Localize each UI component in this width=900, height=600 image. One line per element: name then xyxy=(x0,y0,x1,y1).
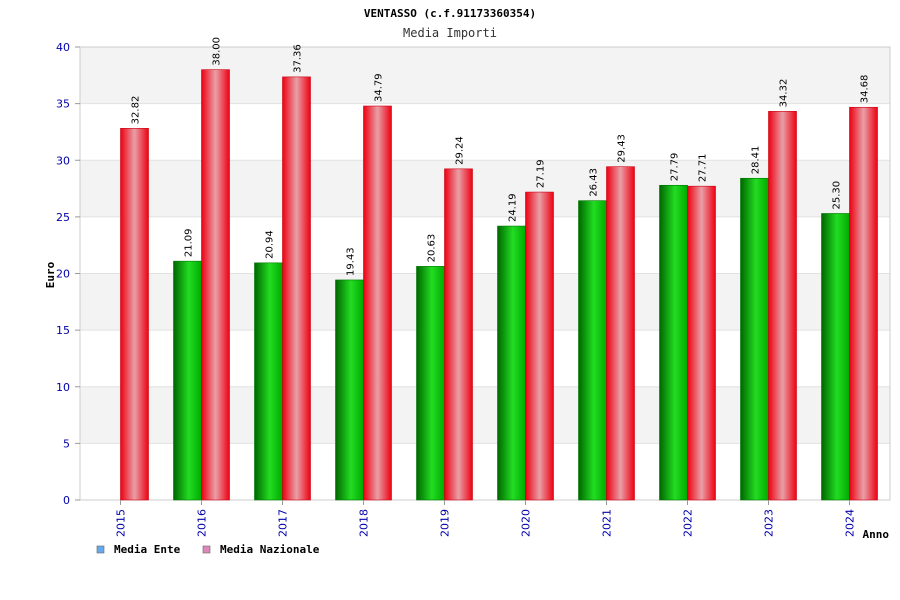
bar-media-ente-2021 xyxy=(578,200,607,501)
bar-media-nazionale-2017 xyxy=(282,76,311,501)
data-label: 27.71 xyxy=(698,154,709,183)
bars xyxy=(120,69,878,501)
x-tick-label: 2023 xyxy=(763,509,776,537)
data-label: 34.79 xyxy=(374,73,385,102)
data-label: 20.94 xyxy=(265,230,276,259)
y-tick-label: 5 xyxy=(63,437,70,450)
bar-media-nazionale-2015 xyxy=(120,128,149,501)
y-tick-label: 25 xyxy=(56,211,70,224)
y-tick-label: 35 xyxy=(56,98,70,111)
x-tick-label: 2017 xyxy=(277,509,290,537)
x-axis: 2015 2016 2017 2018 2019 2020 2021 2022 2023 2024 xyxy=(115,500,857,537)
chart-subtitle: Media Importi xyxy=(403,26,497,40)
y-tick-label: 10 xyxy=(56,381,70,394)
data-labels: 32.82 21.09 38.00 20.94 37.36 19.43 34.79 20.63… xyxy=(131,37,871,276)
y-tick-label: 40 xyxy=(56,41,70,54)
data-label: 27.79 xyxy=(670,153,681,182)
data-label: 32.82 xyxy=(131,96,142,125)
data-label: 27.19 xyxy=(536,159,547,188)
bar-media-ente-2017 xyxy=(254,262,283,501)
legend: Media Ente Media Nazionale xyxy=(96,543,320,556)
legend-swatch-media-ente xyxy=(96,545,105,554)
data-label: 29.24 xyxy=(455,136,466,165)
bar-media-ente-2024 xyxy=(821,213,850,501)
bar-media-nazionale-2018 xyxy=(363,105,392,501)
chart-title: VENTASSO (c.f.91173360354) xyxy=(364,7,536,20)
data-label: 38.00 xyxy=(212,37,223,66)
legend-label-media-ente: Media Ente xyxy=(114,543,181,556)
bar-media-nazionale-2020 xyxy=(525,191,554,501)
data-label: 19.43 xyxy=(346,247,357,276)
data-label: 21.09 xyxy=(184,229,195,258)
data-label: 29.43 xyxy=(617,134,628,163)
data-label: 37.36 xyxy=(293,44,304,73)
x-tick-label: 2015 xyxy=(115,509,128,537)
bar-media-nazionale-2022 xyxy=(687,185,716,501)
data-label: 20.63 xyxy=(427,234,438,263)
data-label: 28.41 xyxy=(751,146,762,175)
bar-media-nazionale-2024 xyxy=(849,106,878,501)
x-tick-label: 2021 xyxy=(601,509,614,537)
bar-media-nazionale-2021 xyxy=(606,166,635,501)
data-label: 34.32 xyxy=(779,79,790,108)
legend-label-media-nazionale: Media Nazionale xyxy=(220,543,320,556)
bar-media-ente-2019 xyxy=(416,266,445,501)
legend-swatch-media-nazionale xyxy=(202,545,211,554)
bar-media-nazionale-2019 xyxy=(444,168,473,501)
bar-media-ente-2020 xyxy=(497,225,526,501)
bar-media-ente-2018 xyxy=(335,279,364,501)
x-tick-label: 2022 xyxy=(682,509,695,537)
y-tick-label: 0 xyxy=(63,494,70,507)
bar-media-ente-2023 xyxy=(740,177,769,501)
bar-media-ente-2016 xyxy=(173,260,202,501)
data-label: 24.19 xyxy=(508,193,519,222)
x-tick-label: 2024 xyxy=(844,509,857,537)
data-label: 26.43 xyxy=(589,168,600,197)
y-tick-label: 20 xyxy=(56,268,70,281)
bar-media-nazionale-2023 xyxy=(768,111,797,501)
x-tick-label: 2019 xyxy=(439,509,452,537)
y-axis: 0 5 10 15 20 25 30 35 40 xyxy=(56,41,80,507)
x-tick-label: 2016 xyxy=(196,509,209,537)
y-axis-label: Euro xyxy=(44,261,57,288)
y-tick-label: 15 xyxy=(56,324,70,337)
x-tick-label: 2018 xyxy=(358,509,371,537)
bar-media-ente-2022 xyxy=(659,184,688,501)
data-label: 25.30 xyxy=(832,181,843,210)
x-tick-label: 2020 xyxy=(520,509,533,537)
bar-media-nazionale-2016 xyxy=(201,69,230,501)
x-axis-label: Anno xyxy=(863,528,890,541)
y-tick-label: 30 xyxy=(56,154,70,167)
data-label: 34.68 xyxy=(860,75,871,104)
